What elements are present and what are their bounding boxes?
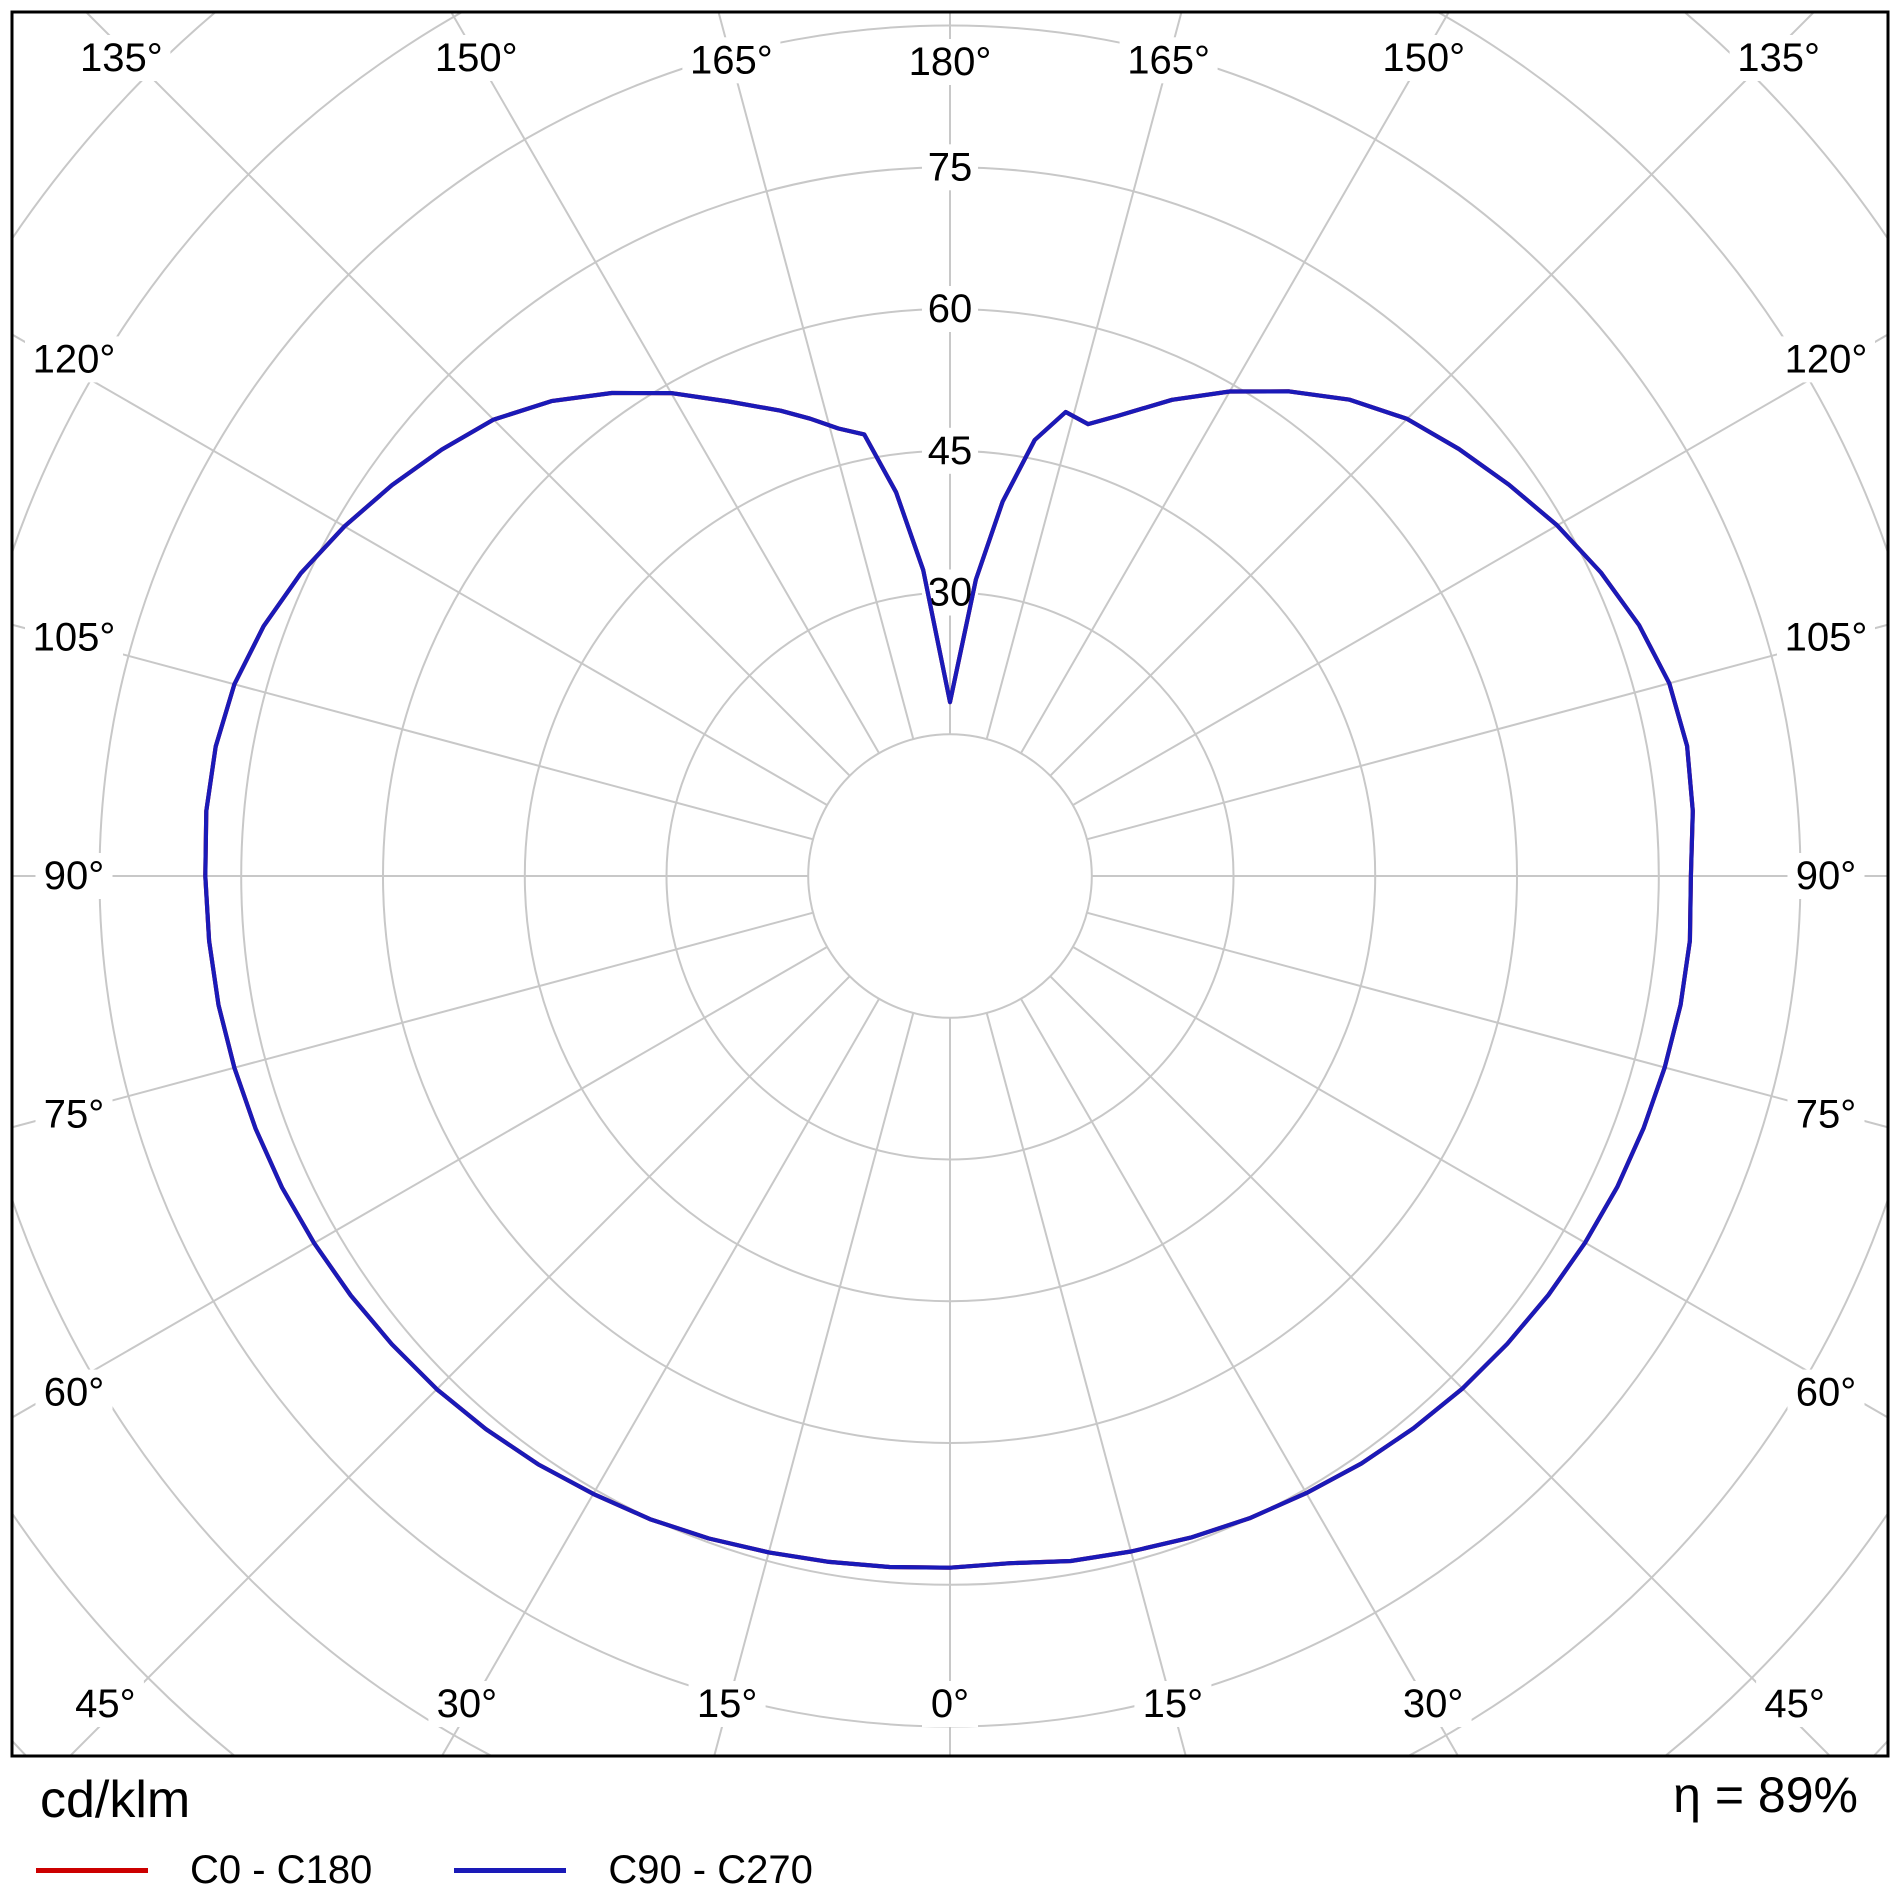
angle-label: 150° xyxy=(435,36,518,80)
legend-line-c0-c180 xyxy=(36,1868,148,1873)
angle-label: 30° xyxy=(1403,1682,1464,1726)
angle-label: 60° xyxy=(44,1371,105,1415)
plot-border xyxy=(10,10,1890,1758)
axis-labels: 0° 15° 15° 30° 30° 45° 45° 60° 60° 75° 75° 90° 90° 10… xyxy=(25,35,1875,1727)
legend-label-c0-c180: C0 - C180 xyxy=(190,1848,373,1892)
curve-C90-C270 xyxy=(203,389,1695,1570)
angle-label: 105° xyxy=(1785,616,1868,660)
angle-label: 135° xyxy=(1737,36,1820,80)
ring-label: 60 xyxy=(928,287,973,331)
angle-label: 60° xyxy=(1796,1371,1857,1415)
angle-label: 90° xyxy=(1796,854,1857,898)
angle-label: 30° xyxy=(437,1682,498,1726)
angle-label: 75° xyxy=(44,1092,105,1136)
angle-label: 180° xyxy=(909,40,992,84)
ring-label: 30 xyxy=(928,571,973,615)
efficiency-value: η = 89% xyxy=(1673,1767,1858,1823)
angle-label: 165° xyxy=(690,38,773,82)
legend-item-c90-c270: C90 - C270 xyxy=(454,1848,813,1893)
angle-label: 90° xyxy=(44,854,105,898)
angle-label: 120° xyxy=(33,337,116,381)
angle-label: 45° xyxy=(1764,1682,1825,1726)
legend: C0 - C180 C90 - C270 xyxy=(36,1848,813,1893)
angle-label: 165° xyxy=(1127,38,1210,82)
angle-label: 105° xyxy=(33,616,116,660)
ring-label: 45 xyxy=(928,429,973,473)
legend-item-c0-c180: C0 - C180 xyxy=(36,1848,372,1893)
angle-label: 135° xyxy=(80,36,163,80)
angle-label: 150° xyxy=(1382,36,1465,80)
angle-label: 0° xyxy=(931,1682,969,1726)
angle-label: 15° xyxy=(1143,1682,1204,1726)
units-label: cd/klm xyxy=(40,1771,191,1829)
footer: cd/klm η = 89% C0 - C180 C90 - C270 xyxy=(0,1756,1900,1900)
legend-label-c90-c270: C90 - C270 xyxy=(608,1848,813,1892)
angle-label: 120° xyxy=(1785,337,1868,381)
angle-label: 75° xyxy=(1796,1092,1857,1136)
legend-line-c90-c270 xyxy=(454,1868,567,1873)
angle-label: 45° xyxy=(75,1682,136,1726)
angle-label: 15° xyxy=(697,1682,758,1726)
ring-label: 75 xyxy=(928,145,973,189)
